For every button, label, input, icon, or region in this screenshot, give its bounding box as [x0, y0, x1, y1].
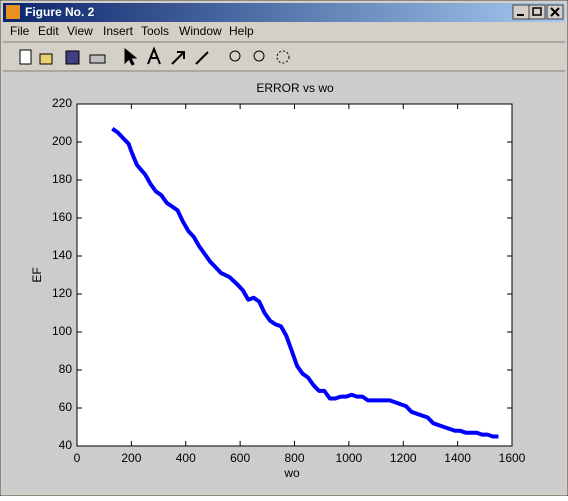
- menu-item[interactable]: File: [10, 24, 30, 38]
- maximize-glyph: [532, 7, 542, 16]
- y-tick-label: 120: [52, 286, 72, 300]
- x-tick-label: 1400: [444, 451, 471, 465]
- axes-box: [76, 103, 513, 447]
- x-tick-label: 200: [121, 451, 141, 465]
- menu-item[interactable]: Tools: [141, 24, 169, 38]
- y-tick-label: 100: [52, 324, 72, 338]
- arrow-icon[interactable]: [171, 51, 185, 65]
- menu-item[interactable]: View: [67, 24, 93, 38]
- x-tick-label: 1200: [390, 451, 417, 465]
- y-tick-label: 60: [59, 400, 73, 414]
- line-icon[interactable]: [195, 51, 209, 65]
- y-tick-label: 200: [52, 134, 72, 148]
- y-tick-label: 180: [52, 172, 72, 186]
- x-tick-label: 1000: [336, 451, 363, 465]
- text-icon[interactable]: [147, 46, 161, 65]
- close-glyph: [550, 7, 560, 17]
- x-tick-label: 400: [176, 451, 196, 465]
- y-tick-label: 40: [59, 438, 73, 452]
- plot-area: [77, 104, 512, 446]
- print-icon[interactable]: [89, 54, 106, 64]
- x-tick-label: 600: [230, 451, 250, 465]
- y-tick-label: 160: [52, 210, 72, 224]
- menu-item[interactable]: Insert: [103, 24, 134, 38]
- new-icon[interactable]: [19, 49, 32, 65]
- x-tick-label: 800: [284, 451, 304, 465]
- x-tick-label: 1600: [499, 451, 526, 465]
- y-tick-label: 80: [59, 362, 73, 376]
- minimize-button[interactable]: [512, 4, 530, 20]
- y-axis-label: EF: [30, 267, 44, 282]
- maximize-button[interactable]: [528, 4, 546, 20]
- menu-item[interactable]: Edit: [38, 24, 59, 38]
- y-tick-label: 140: [52, 248, 72, 262]
- zoom-in-icon[interactable]: [229, 50, 241, 62]
- select-icon[interactable]: [124, 47, 138, 66]
- save-icon[interactable]: [65, 50, 80, 65]
- zoom-out-icon[interactable]: [253, 50, 265, 62]
- menu-item[interactable]: Help: [229, 24, 254, 38]
- x-tick-label: 0: [74, 451, 81, 465]
- toolbar: [19, 46, 290, 66]
- title-bar: [3, 3, 565, 22]
- window-buttons: [512, 4, 564, 20]
- window-title: Figure No. 2: [25, 5, 95, 19]
- y-tick-label: 220: [52, 96, 72, 110]
- app-icon: [6, 5, 20, 19]
- x-axis-label: wo: [283, 466, 300, 480]
- menu-bar: File Edit View Insert Tools Window Help: [10, 24, 254, 38]
- data-line: [111, 127, 499, 439]
- chart-title: ERROR vs wo: [256, 81, 334, 95]
- rotate-icon[interactable]: [276, 50, 290, 64]
- menu-item[interactable]: Window: [179, 24, 222, 38]
- open-icon[interactable]: [39, 53, 53, 65]
